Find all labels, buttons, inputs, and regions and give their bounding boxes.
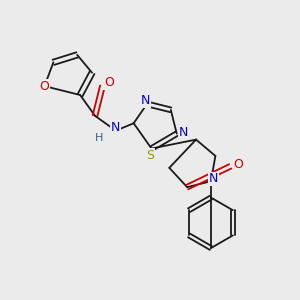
Text: S: S — [146, 148, 154, 162]
Text: O: O — [234, 158, 244, 171]
Text: H: H — [95, 133, 104, 143]
Text: N: N — [111, 121, 121, 134]
Text: O: O — [40, 80, 50, 93]
Text: N: N — [141, 94, 150, 107]
Text: N: N — [178, 126, 188, 139]
Text: O: O — [104, 76, 114, 89]
Text: N: N — [209, 172, 219, 185]
